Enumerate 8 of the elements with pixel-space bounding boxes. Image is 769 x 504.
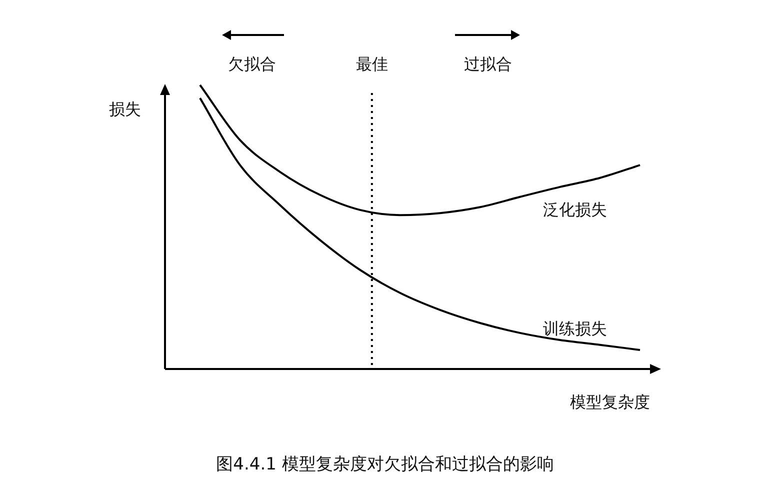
text: 欠拟合	[228, 54, 276, 76]
text: 最佳	[356, 54, 388, 76]
y-axis-title: 损失	[109, 100, 141, 120]
text: 过拟合	[464, 54, 512, 76]
series-label: 训练损失	[543, 319, 607, 338]
caption: 图4.4.1 模型复杂度对欠拟合和过拟合的影响	[216, 454, 554, 476]
x-axis-title: 模型复杂度	[570, 392, 650, 414]
series-label: 泛化损失	[543, 200, 607, 220]
